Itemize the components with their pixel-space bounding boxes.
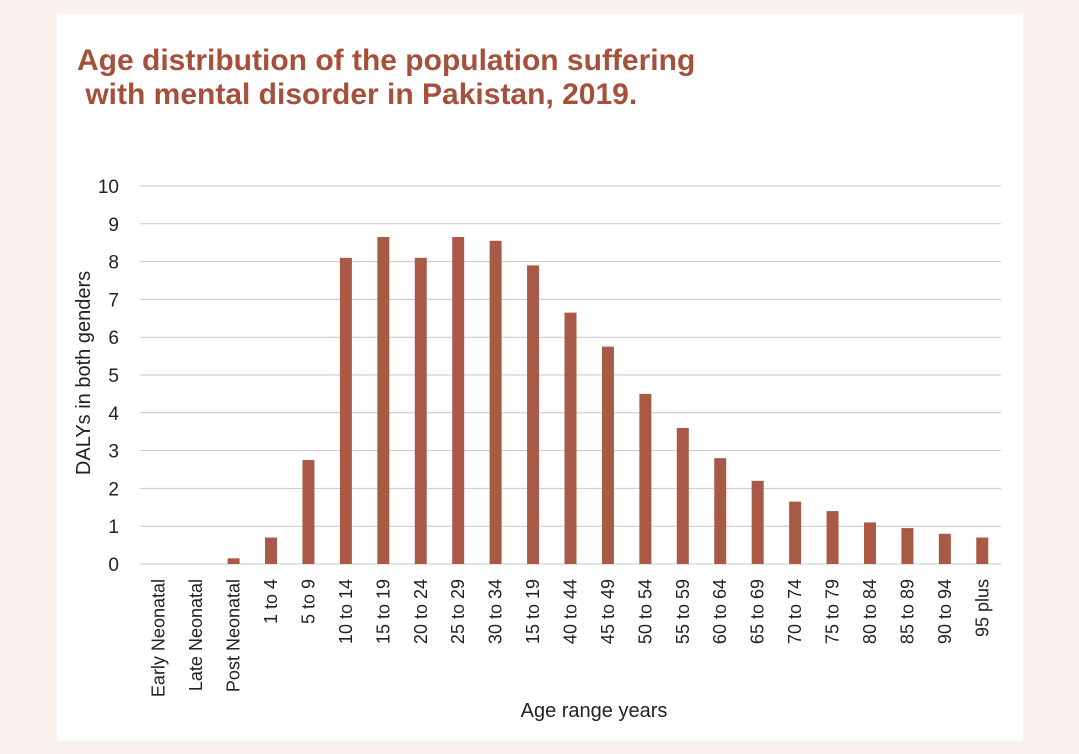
y-tick-label: 10 <box>98 177 119 198</box>
y-tick-label: 2 <box>108 479 119 500</box>
bar <box>976 537 989 564</box>
bars <box>227 237 989 564</box>
x-axis-label: Age range years <box>521 700 668 722</box>
y-tick-label: 3 <box>108 442 119 463</box>
x-tick-label: 1 to 4 <box>261 579 281 624</box>
x-tick-label: 80 to 84 <box>860 579 880 644</box>
bar <box>789 501 802 564</box>
x-tick-label: Early Neonatal <box>149 579 169 697</box>
bar <box>227 558 240 564</box>
y-axis-label: DALYs in both genders <box>73 271 95 475</box>
x-tick-label: 75 to 79 <box>823 579 843 644</box>
x-tick-label: 30 to 34 <box>486 579 506 644</box>
x-tick-label: 85 to 89 <box>897 579 917 644</box>
bar <box>377 237 390 564</box>
x-tick-label: 25 to 29 <box>448 579 468 644</box>
bar <box>751 480 764 564</box>
x-tick-label: 65 to 69 <box>748 579 768 644</box>
bar <box>489 240 502 564</box>
x-tick-label: 15 to 19 <box>523 579 543 644</box>
bar <box>901 528 914 564</box>
y-tick-label: 7 <box>108 290 119 311</box>
y-tick-label: 0 <box>108 555 119 576</box>
chart-card <box>57 14 1023 741</box>
y-tick-label: 9 <box>108 215 119 236</box>
x-tick-label: 45 to 49 <box>598 579 618 644</box>
y-tick-label: 4 <box>108 404 119 425</box>
x-tick-label: 20 to 24 <box>411 579 431 644</box>
bar <box>452 237 465 564</box>
bar <box>302 460 315 564</box>
x-tick-label: 10 to 14 <box>336 579 356 644</box>
x-tick-label: 50 to 54 <box>635 579 655 644</box>
bar <box>414 257 427 564</box>
bar <box>639 393 652 564</box>
bar <box>265 537 278 564</box>
bar <box>938 533 951 564</box>
bar <box>714 458 727 564</box>
y-tick-label: 5 <box>108 366 119 387</box>
bar <box>527 265 540 564</box>
x-tick-label: Late Neonatal <box>186 579 206 691</box>
y-tick-label: 6 <box>108 328 119 349</box>
bar <box>564 312 577 564</box>
bar <box>676 427 689 564</box>
x-tick-label: 5 to 9 <box>298 579 318 624</box>
y-tick-labels: 0 1 2 3 4 5 6 7 8 9 10 <box>98 177 120 576</box>
x-tick-label: 40 to 44 <box>561 579 581 644</box>
gridlines <box>140 185 1001 565</box>
bar <box>601 346 614 564</box>
bar <box>339 257 352 564</box>
y-tick-label: 8 <box>108 253 119 274</box>
x-tick-label: Post Neonatal <box>224 579 244 692</box>
x-tick-label: 55 to 59 <box>673 579 693 644</box>
x-tick-label: 70 to 74 <box>785 579 805 644</box>
x-tick-label: 60 to 64 <box>710 579 730 644</box>
x-tick-labels: Early Neonatal Late Neonatal Post Neonatal… <box>149 579 993 697</box>
x-tick-label: 90 to 94 <box>935 579 955 644</box>
bar <box>863 522 876 564</box>
chart-title: Age distribution of the population suffe… <box>77 44 696 111</box>
x-tick-label: 15 to 19 <box>373 579 393 644</box>
bar <box>826 511 839 564</box>
y-tick-label: 1 <box>108 517 119 538</box>
x-tick-label: 95 plus <box>972 579 992 637</box>
